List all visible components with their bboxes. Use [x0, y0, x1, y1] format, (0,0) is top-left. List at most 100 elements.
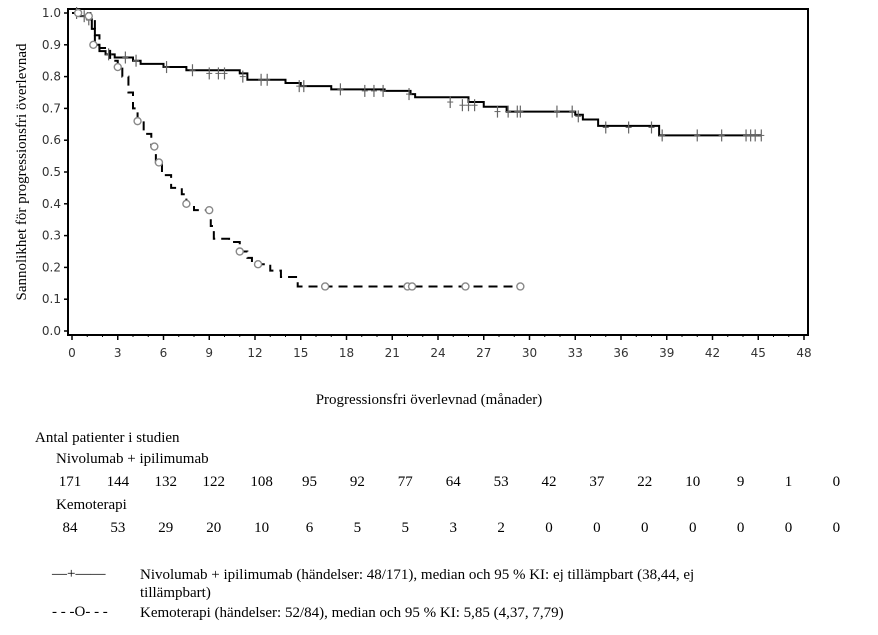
risk-count: 22 [637, 474, 653, 490]
x-tick-label: 6 [160, 346, 168, 360]
x-tick-label: 45 [751, 346, 766, 360]
plot-frame [67, 8, 809, 336]
censor-mark-plus [370, 84, 377, 97]
risk-count: 10 [254, 520, 270, 536]
x-tick-label: 15 [293, 346, 308, 360]
risk-count: 0 [784, 520, 793, 536]
censor-mark-plus [337, 83, 344, 96]
risk-count: 0 [641, 520, 649, 536]
y-tick-label: 0.4 [42, 197, 61, 211]
km-chart: 0.00.10.20.30.40.50.60.70.80.91.0 0 3 6 9 12… [14, 6, 812, 408]
censor-mark-plus [465, 99, 472, 112]
risk-count: 132 [154, 474, 178, 490]
risk-count: 0 [736, 520, 745, 536]
km-curve-nivolumab [72, 12, 762, 137]
censor-mark-circle [150, 142, 159, 151]
x-tick-label: 24 [430, 346, 445, 360]
censor-mark-circle [461, 282, 470, 291]
censor-mark-plus [163, 61, 170, 74]
censor-mark-plus [264, 73, 271, 86]
censor-mark-circle [516, 282, 525, 291]
risk-count: 64 [445, 474, 461, 490]
y-tick-label: 0.9 [42, 38, 61, 52]
risk-count: 0 [545, 520, 553, 536]
y-axis-label: Sannolikhet för progressionsfri överlevn… [14, 43, 30, 301]
censor-mark-circle [154, 158, 164, 167]
legend-text-nivolumab: Nivolumab + ipilimumab (händelser: 48/17… [140, 566, 694, 602]
censor-mark-plus [239, 70, 246, 83]
y-tick-label: 0.5 [42, 165, 61, 179]
risk-count: 92 [349, 474, 365, 490]
risk-count: 42 [541, 474, 557, 490]
censor-mark-plus [694, 129, 701, 142]
censor-mark-plus [471, 99, 478, 112]
risk-count: 6 [305, 520, 314, 536]
risk-group-label-nivolumab: Nivolumab + ipilimumab [56, 451, 209, 467]
risk-group-label-kemoterapi: Kemoterapi [56, 497, 127, 513]
x-tick-label: 30 [522, 346, 537, 360]
x-tick-label: 33 [568, 346, 583, 360]
risk-count: 171 [58, 474, 82, 490]
censor-mark-plus [718, 129, 725, 142]
censor-mark-plus [569, 105, 576, 118]
legend-symbol-kemoterapi: - - -O- - - [52, 604, 108, 620]
censor-mark-plus [133, 54, 140, 67]
risk-count: 77 [397, 474, 413, 490]
x-tick-label: 39 [659, 346, 674, 360]
censor-mark-plus [505, 105, 512, 118]
risk-count: 53 [110, 520, 126, 536]
censor-mark-plus [575, 110, 582, 123]
x-tick-label: 9 [205, 346, 213, 360]
risk-count: 144 [106, 474, 130, 490]
censor-mark-plus [300, 80, 307, 93]
legend-text-kemoterapi: Kemoterapi (händelser: 52/84), median oc… [140, 604, 564, 622]
risk-count: 108 [250, 474, 273, 490]
censor-mark-plus [447, 96, 454, 109]
censor-mark-plus [602, 121, 609, 134]
x-tick-label: 18 [339, 346, 354, 360]
curves [72, 7, 765, 291]
censor-mark-plus [206, 67, 213, 80]
y-tick-label: 0.1 [42, 292, 61, 306]
x-tick-label: 42 [705, 346, 720, 360]
censor-mark-circle [84, 11, 93, 21]
censor-mark-plus [380, 84, 387, 97]
censor-mark-plus [459, 99, 466, 112]
risk-count: 0 [688, 520, 697, 536]
risk-count: 0 [832, 520, 841, 536]
censor-mark-circle [407, 282, 417, 291]
risk-count: 37 [589, 474, 605, 490]
y-tick-label: 0.3 [42, 229, 61, 243]
censor-mark-circle [73, 8, 83, 18]
censor-mark-plus [648, 121, 655, 134]
censor-mark-plus [406, 88, 413, 101]
risk-count: 0 [593, 520, 601, 536]
risk-count: 29 [158, 520, 174, 536]
risk-count: 5 [353, 520, 362, 536]
risk-count: 5 [401, 520, 410, 536]
risk-count: 122 [202, 474, 225, 490]
censor-mark-plus [659, 129, 666, 142]
censor-mark-circle [113, 62, 122, 72]
censor-mark-circle [235, 247, 244, 256]
censor-mark-plus [215, 67, 222, 80]
y-axis: 0.0 0.1 0.2 0.3 0.4 0.5 0.6 0.7 0.8 0.9 1.0 [42, 6, 68, 338]
x-tick-label: 12 [247, 346, 262, 360]
risk-count: 2 [497, 520, 505, 536]
censor-mark-circle [253, 260, 263, 269]
x-axis-label: Progressionsfri överlevnad (månader) [316, 392, 543, 408]
km-curve-kemoterapi [72, 12, 522, 288]
legend-symbol-nivolumab: —+—— [52, 566, 106, 582]
y-tick-label: 0.7 [42, 101, 61, 115]
y-tick-label: 0.2 [42, 260, 61, 274]
censor-mark-circle [89, 40, 98, 49]
x-tick-label: 21 [385, 346, 400, 360]
y-tick-label: 0.0 [42, 324, 61, 338]
censor-mark-plus [122, 51, 129, 64]
x-tick-label: 0 [68, 346, 76, 360]
x-tick-label: 3 [114, 346, 122, 360]
censor-mark-circle [182, 199, 191, 209]
x-tick-label: 36 [613, 346, 628, 360]
x-tick-label: 27 [476, 346, 491, 360]
y-tick-label: 1.0 [42, 6, 61, 20]
